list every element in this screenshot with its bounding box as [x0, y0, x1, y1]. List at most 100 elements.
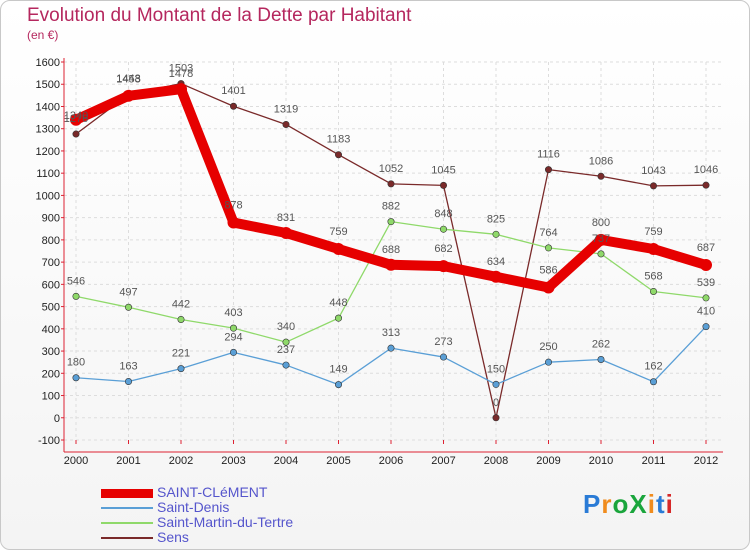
- data-point: [227, 216, 240, 229]
- data-point: [492, 380, 500, 388]
- data-point: [175, 83, 187, 96]
- data-label: 1319: [274, 103, 298, 115]
- data-point: [544, 358, 552, 366]
- data-label: 262: [592, 339, 610, 351]
- chart-title: Evolution du Montant de la Dette par Hab…: [27, 5, 412, 26]
- data-label: 448: [329, 297, 347, 309]
- data-point: [492, 230, 500, 238]
- data-label: 149: [329, 364, 347, 376]
- data-label: 1086: [589, 155, 613, 167]
- data-label: 1276: [64, 113, 88, 125]
- legend-label: Saint-Denis: [157, 499, 230, 515]
- data-label: 882: [382, 201, 400, 213]
- data-point: [387, 218, 395, 226]
- y-tick-label: 0: [54, 413, 60, 425]
- data-label: 688: [382, 244, 400, 256]
- data-point: [700, 259, 712, 272]
- data-label: 162: [644, 361, 662, 373]
- y-tick-label: 1100: [36, 168, 60, 180]
- data-point: [230, 324, 238, 332]
- data-label: 313: [382, 327, 400, 339]
- legend-swatch: [101, 489, 153, 498]
- data-point: [72, 292, 80, 300]
- legend-label: SAINT-CLéMENT: [157, 484, 268, 500]
- data-point: [70, 113, 82, 126]
- data-label: 340: [277, 321, 295, 333]
- data-point: [385, 258, 397, 271]
- x-tick-label: 2010: [589, 455, 613, 467]
- data-label: 1046: [694, 164, 718, 176]
- data-label: 634: [487, 256, 505, 268]
- data-point: [282, 361, 290, 369]
- data-label: 1503: [169, 63, 193, 75]
- data-point: [437, 260, 450, 273]
- proxiti-logo: ProXiti: [583, 489, 674, 519]
- legend-swatch: [101, 537, 153, 539]
- data-point: [72, 374, 80, 382]
- data-label: 150: [487, 363, 505, 375]
- data-label: 1478: [169, 68, 193, 80]
- data-label: 586: [539, 264, 557, 276]
- series-lines: [70, 80, 712, 422]
- data-label: 180: [67, 357, 85, 369]
- y-tick-label: -100: [38, 435, 60, 447]
- x-tick-label: 2006: [379, 455, 403, 467]
- y-tick-label: 1000: [36, 190, 60, 202]
- data-point: [72, 130, 80, 138]
- y-tick-label: 400: [42, 324, 60, 336]
- grid-lines: [64, 61, 723, 441]
- y-tick-label: 500: [42, 302, 60, 314]
- data-point: [125, 378, 133, 386]
- data-point: [702, 294, 710, 302]
- data-point: [334, 151, 342, 159]
- data-point: [597, 250, 605, 258]
- data-label: 250: [539, 341, 557, 353]
- data-label: 568: [644, 270, 662, 282]
- data-label: 546: [67, 275, 85, 287]
- data-label: 1045: [431, 164, 455, 176]
- x-tick-label: 2004: [274, 455, 298, 467]
- data-label: 737: [592, 233, 610, 245]
- data-point: [230, 348, 238, 356]
- data-label: 1453: [116, 74, 140, 86]
- data-point: [544, 244, 552, 252]
- data-point: [647, 242, 660, 255]
- data-point: [595, 233, 607, 246]
- data-point: [177, 365, 185, 373]
- y-tick-label: 600: [42, 279, 60, 291]
- data-label: 1401: [221, 85, 245, 97]
- x-tick-label: 2000: [64, 455, 88, 467]
- data-label: 539: [697, 277, 715, 289]
- data-label: 825: [487, 213, 505, 225]
- data-point: [492, 414, 500, 422]
- data-point: [332, 242, 345, 255]
- data-label: 0: [493, 397, 499, 409]
- data-point: [282, 120, 290, 128]
- data-label: 800: [592, 217, 610, 229]
- data-point: [544, 166, 552, 174]
- data-label: 273: [434, 336, 452, 348]
- data-point: [597, 356, 605, 364]
- legend-label: Saint-Martin-du-Tertre: [157, 514, 294, 530]
- data-label: 1116: [537, 149, 560, 161]
- data-label: 163: [119, 361, 137, 373]
- data-point: [282, 338, 290, 346]
- data-label: 294: [224, 331, 242, 343]
- data-point: [439, 353, 447, 361]
- x-tick-label: 2011: [642, 455, 666, 467]
- y-tick-label: 200: [42, 368, 60, 380]
- legend-swatch: [101, 507, 153, 509]
- data-point: [597, 172, 605, 180]
- data-point: [542, 281, 555, 294]
- y-tick-label: 1300: [36, 124, 60, 136]
- data-label: 764: [539, 227, 557, 239]
- data-label: 1052: [379, 163, 403, 175]
- x-tick-label: 2012: [694, 455, 718, 467]
- data-label: 831: [277, 212, 295, 224]
- chart-subtitle: (en €): [27, 28, 59, 42]
- data-point: [649, 378, 657, 386]
- x-tick-label: 2008: [484, 455, 508, 467]
- x-tick-label: 2001: [116, 455, 140, 467]
- data-point: [490, 270, 502, 283]
